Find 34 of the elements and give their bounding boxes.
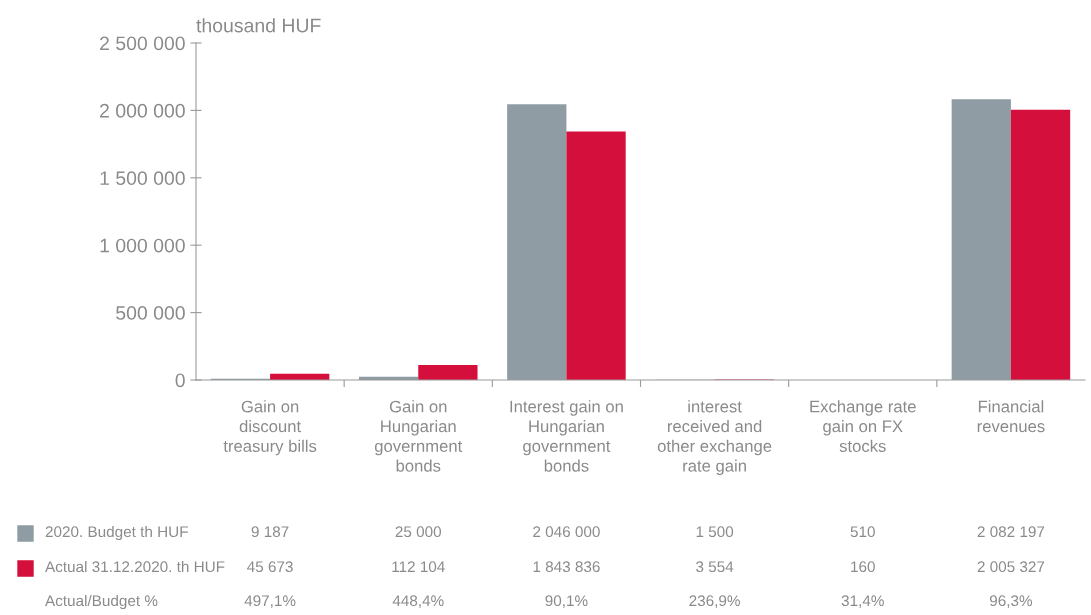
data-label: 510 [850, 526, 875, 538]
legend-label: 2020. Budget th HUF [45, 525, 188, 541]
data-label: 9 187 [251, 526, 289, 538]
text: Actual/Budget % [45, 594, 158, 610]
text: 448,4% [392, 595, 444, 608]
text: 96,3% [989, 595, 1033, 608]
data-label: 3 554 [696, 561, 734, 573]
x-tick-label: interest received and other exchange rate gain [657, 400, 772, 476]
data-label: 112 104 [392, 561, 445, 573]
data-label: 1 843 836 [533, 561, 600, 573]
y-tick-label: 1 000 000 [100, 238, 185, 253]
x-tick-label: Gain on discount treasury bills [223, 400, 317, 456]
data-label: 160 [851, 561, 875, 573]
y-tick-label: 2 000 000 [100, 103, 185, 118]
x-tick-label: Exchange rate gain on FX stocks [810, 400, 916, 452]
text: 90,1% [545, 595, 588, 608]
y-tick-label: 0 [175, 373, 185, 388]
text: 31,4% [841, 595, 884, 608]
y-axis-title: thousand HUF [196, 18, 321, 33]
text: 497,1% [244, 595, 296, 608]
x-tick-label: Gain on Hungarian government bonds [374, 400, 463, 472]
data-label: 2 005 327 [977, 561, 1045, 573]
text: 236,9% [689, 595, 740, 608]
x-tick-label: Financial revenues [977, 400, 1045, 433]
y-tick-label: 2 500 000 [100, 36, 185, 51]
y-tick-label: 1 500 000 [100, 171, 185, 186]
data-label: 2 082 197 [977, 526, 1045, 538]
data-label: 25 000 [395, 526, 442, 538]
legend-label: Actual 31.12.2020. th HUF [45, 560, 225, 573]
data-label: 45 673 [247, 561, 293, 573]
y-tick-label: 500 000 [116, 306, 185, 320]
x-tick-label: Interest gain on Hungarian government bonds [510, 400, 623, 472]
data-label: 1 500 [696, 526, 734, 538]
data-label: 2 046 000 [533, 526, 600, 538]
